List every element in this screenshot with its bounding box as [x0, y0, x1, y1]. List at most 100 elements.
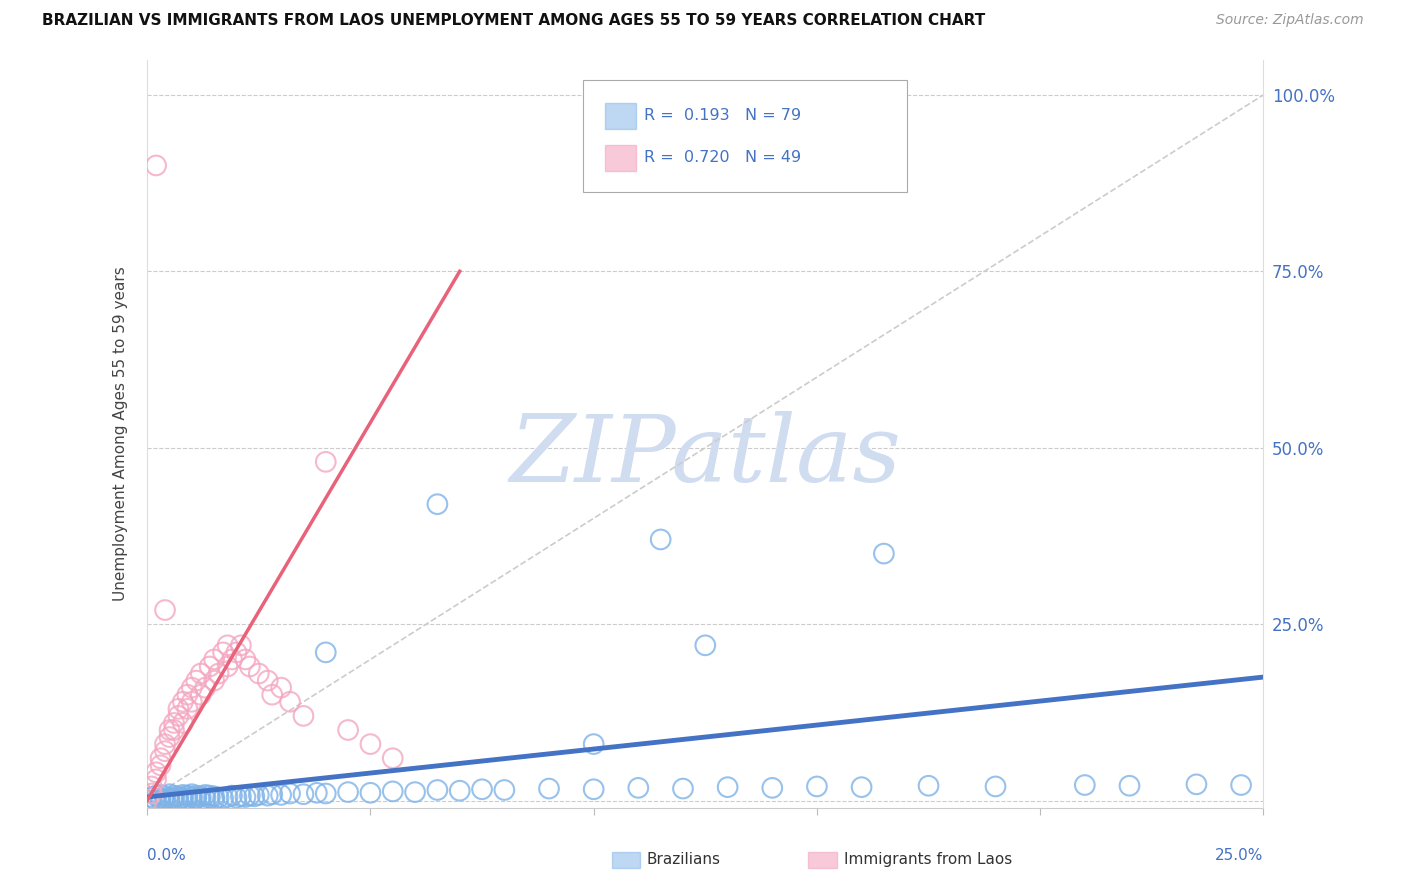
- Point: [172, 790, 194, 805]
- Point: [537, 781, 560, 796]
- Text: Immigrants from Laos: Immigrants from Laos: [844, 853, 1012, 867]
- Point: [202, 652, 225, 666]
- Point: [221, 789, 243, 803]
- Point: [176, 789, 198, 803]
- Point: [207, 790, 229, 805]
- Point: [190, 688, 212, 702]
- Point: [190, 666, 212, 681]
- Point: [627, 780, 650, 795]
- Point: [761, 780, 783, 795]
- Point: [163, 723, 186, 737]
- Text: R =  0.720   N = 49: R = 0.720 N = 49: [644, 151, 801, 165]
- Point: [221, 652, 243, 666]
- Point: [172, 788, 194, 802]
- Point: [582, 782, 605, 797]
- Point: [471, 782, 494, 797]
- Point: [292, 709, 315, 723]
- Point: [235, 652, 257, 666]
- Point: [180, 695, 202, 709]
- Point: [186, 789, 208, 803]
- Point: [172, 715, 194, 730]
- Point: [198, 789, 221, 803]
- Point: [159, 790, 181, 805]
- Text: Brazilians: Brazilians: [647, 853, 721, 867]
- Point: [256, 673, 278, 688]
- Point: [270, 681, 292, 695]
- Point: [186, 673, 208, 688]
- Point: [851, 780, 873, 794]
- Point: [159, 730, 181, 744]
- Point: [176, 688, 198, 702]
- Point: [194, 681, 217, 695]
- Point: [141, 787, 163, 801]
- Point: [278, 787, 301, 801]
- Point: [873, 547, 896, 561]
- Text: R =  0.193   N = 79: R = 0.193 N = 79: [644, 109, 801, 123]
- Point: [172, 695, 194, 709]
- Point: [315, 645, 337, 659]
- Text: 0.0%: 0.0%: [148, 847, 186, 863]
- Point: [194, 788, 217, 802]
- Point: [381, 751, 404, 765]
- Point: [145, 789, 167, 803]
- Point: [202, 673, 225, 688]
- Point: [198, 791, 221, 805]
- Point: [176, 792, 198, 806]
- Point: [167, 793, 190, 807]
- Point: [167, 709, 190, 723]
- Point: [256, 789, 278, 803]
- Point: [239, 659, 262, 673]
- Point: [172, 793, 194, 807]
- Point: [305, 786, 328, 800]
- Point: [494, 783, 516, 797]
- Point: [153, 603, 176, 617]
- Point: [359, 737, 381, 751]
- Point: [229, 789, 252, 804]
- Point: [149, 751, 172, 765]
- Point: [650, 533, 672, 547]
- Text: ZIPatlas: ZIPatlas: [509, 411, 901, 501]
- Point: [180, 681, 202, 695]
- Point: [984, 780, 1007, 794]
- Point: [180, 790, 202, 805]
- Point: [145, 793, 167, 807]
- Point: [235, 790, 257, 805]
- Point: [159, 723, 181, 737]
- Point: [159, 787, 181, 801]
- Point: [159, 793, 181, 807]
- Point: [163, 789, 186, 803]
- Point: [163, 715, 186, 730]
- Point: [212, 645, 235, 659]
- Text: Source: ZipAtlas.com: Source: ZipAtlas.com: [1216, 13, 1364, 28]
- Point: [145, 765, 167, 780]
- Point: [449, 783, 471, 797]
- Point: [149, 788, 172, 802]
- Point: [225, 790, 247, 805]
- Y-axis label: Unemployment Among Ages 55 to 59 years: Unemployment Among Ages 55 to 59 years: [114, 266, 128, 601]
- Point: [426, 783, 449, 797]
- Point: [202, 789, 225, 804]
- Point: [153, 789, 176, 804]
- Point: [141, 780, 163, 794]
- Point: [1074, 778, 1097, 792]
- Point: [243, 789, 266, 804]
- Point: [163, 791, 186, 805]
- Point: [359, 786, 381, 800]
- Point: [337, 785, 360, 799]
- Point: [145, 158, 167, 172]
- Point: [695, 638, 717, 652]
- Point: [315, 455, 337, 469]
- Point: [337, 723, 360, 737]
- Point: [404, 785, 426, 799]
- Point: [190, 789, 212, 804]
- Point: [270, 788, 292, 802]
- Point: [217, 659, 239, 673]
- Point: [167, 702, 190, 716]
- Point: [292, 787, 315, 801]
- Point: [426, 497, 449, 511]
- Point: [198, 659, 221, 673]
- Point: [153, 792, 176, 806]
- Point: [806, 780, 828, 794]
- Point: [229, 638, 252, 652]
- Point: [225, 645, 247, 659]
